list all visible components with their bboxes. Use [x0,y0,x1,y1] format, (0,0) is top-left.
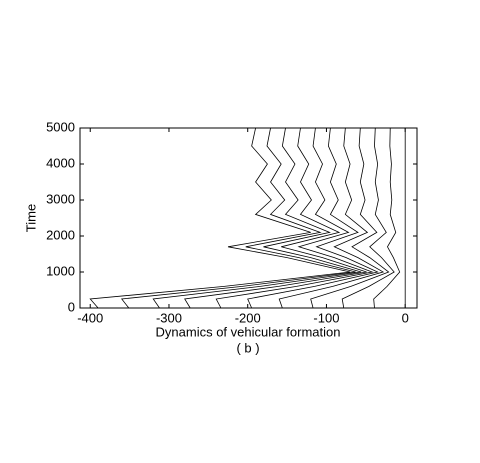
trajectory [152,127,362,309]
y-tick-label: 3000 [46,191,75,206]
x-tick-label: -100 [313,310,339,325]
x-axis-label: Dynamics of vehicular formation [156,324,341,339]
trajectory [184,127,367,309]
y-tick-label: 5000 [46,119,75,134]
plot-frame [79,127,418,309]
x-tick-label: -300 [156,310,182,325]
trajectory [89,127,351,309]
y-tick-label: 4000 [46,155,75,170]
x-tick-label: -400 [77,310,103,325]
trajectory [278,127,385,309]
caption: ( b ) [236,340,259,355]
x-tick-label: -200 [235,310,261,325]
y-axis-label: Time [23,204,38,232]
trajectory [120,127,356,309]
y-tick-label: 2000 [46,227,75,242]
trajectory [310,127,390,309]
y-tick-label: 0 [68,299,75,314]
x-tick-label: 0 [402,310,409,325]
trajectory [247,127,379,309]
trajectory [373,127,401,309]
trajectory [341,127,395,309]
y-tick-label: 1000 [46,263,75,278]
trajectory [215,127,374,309]
